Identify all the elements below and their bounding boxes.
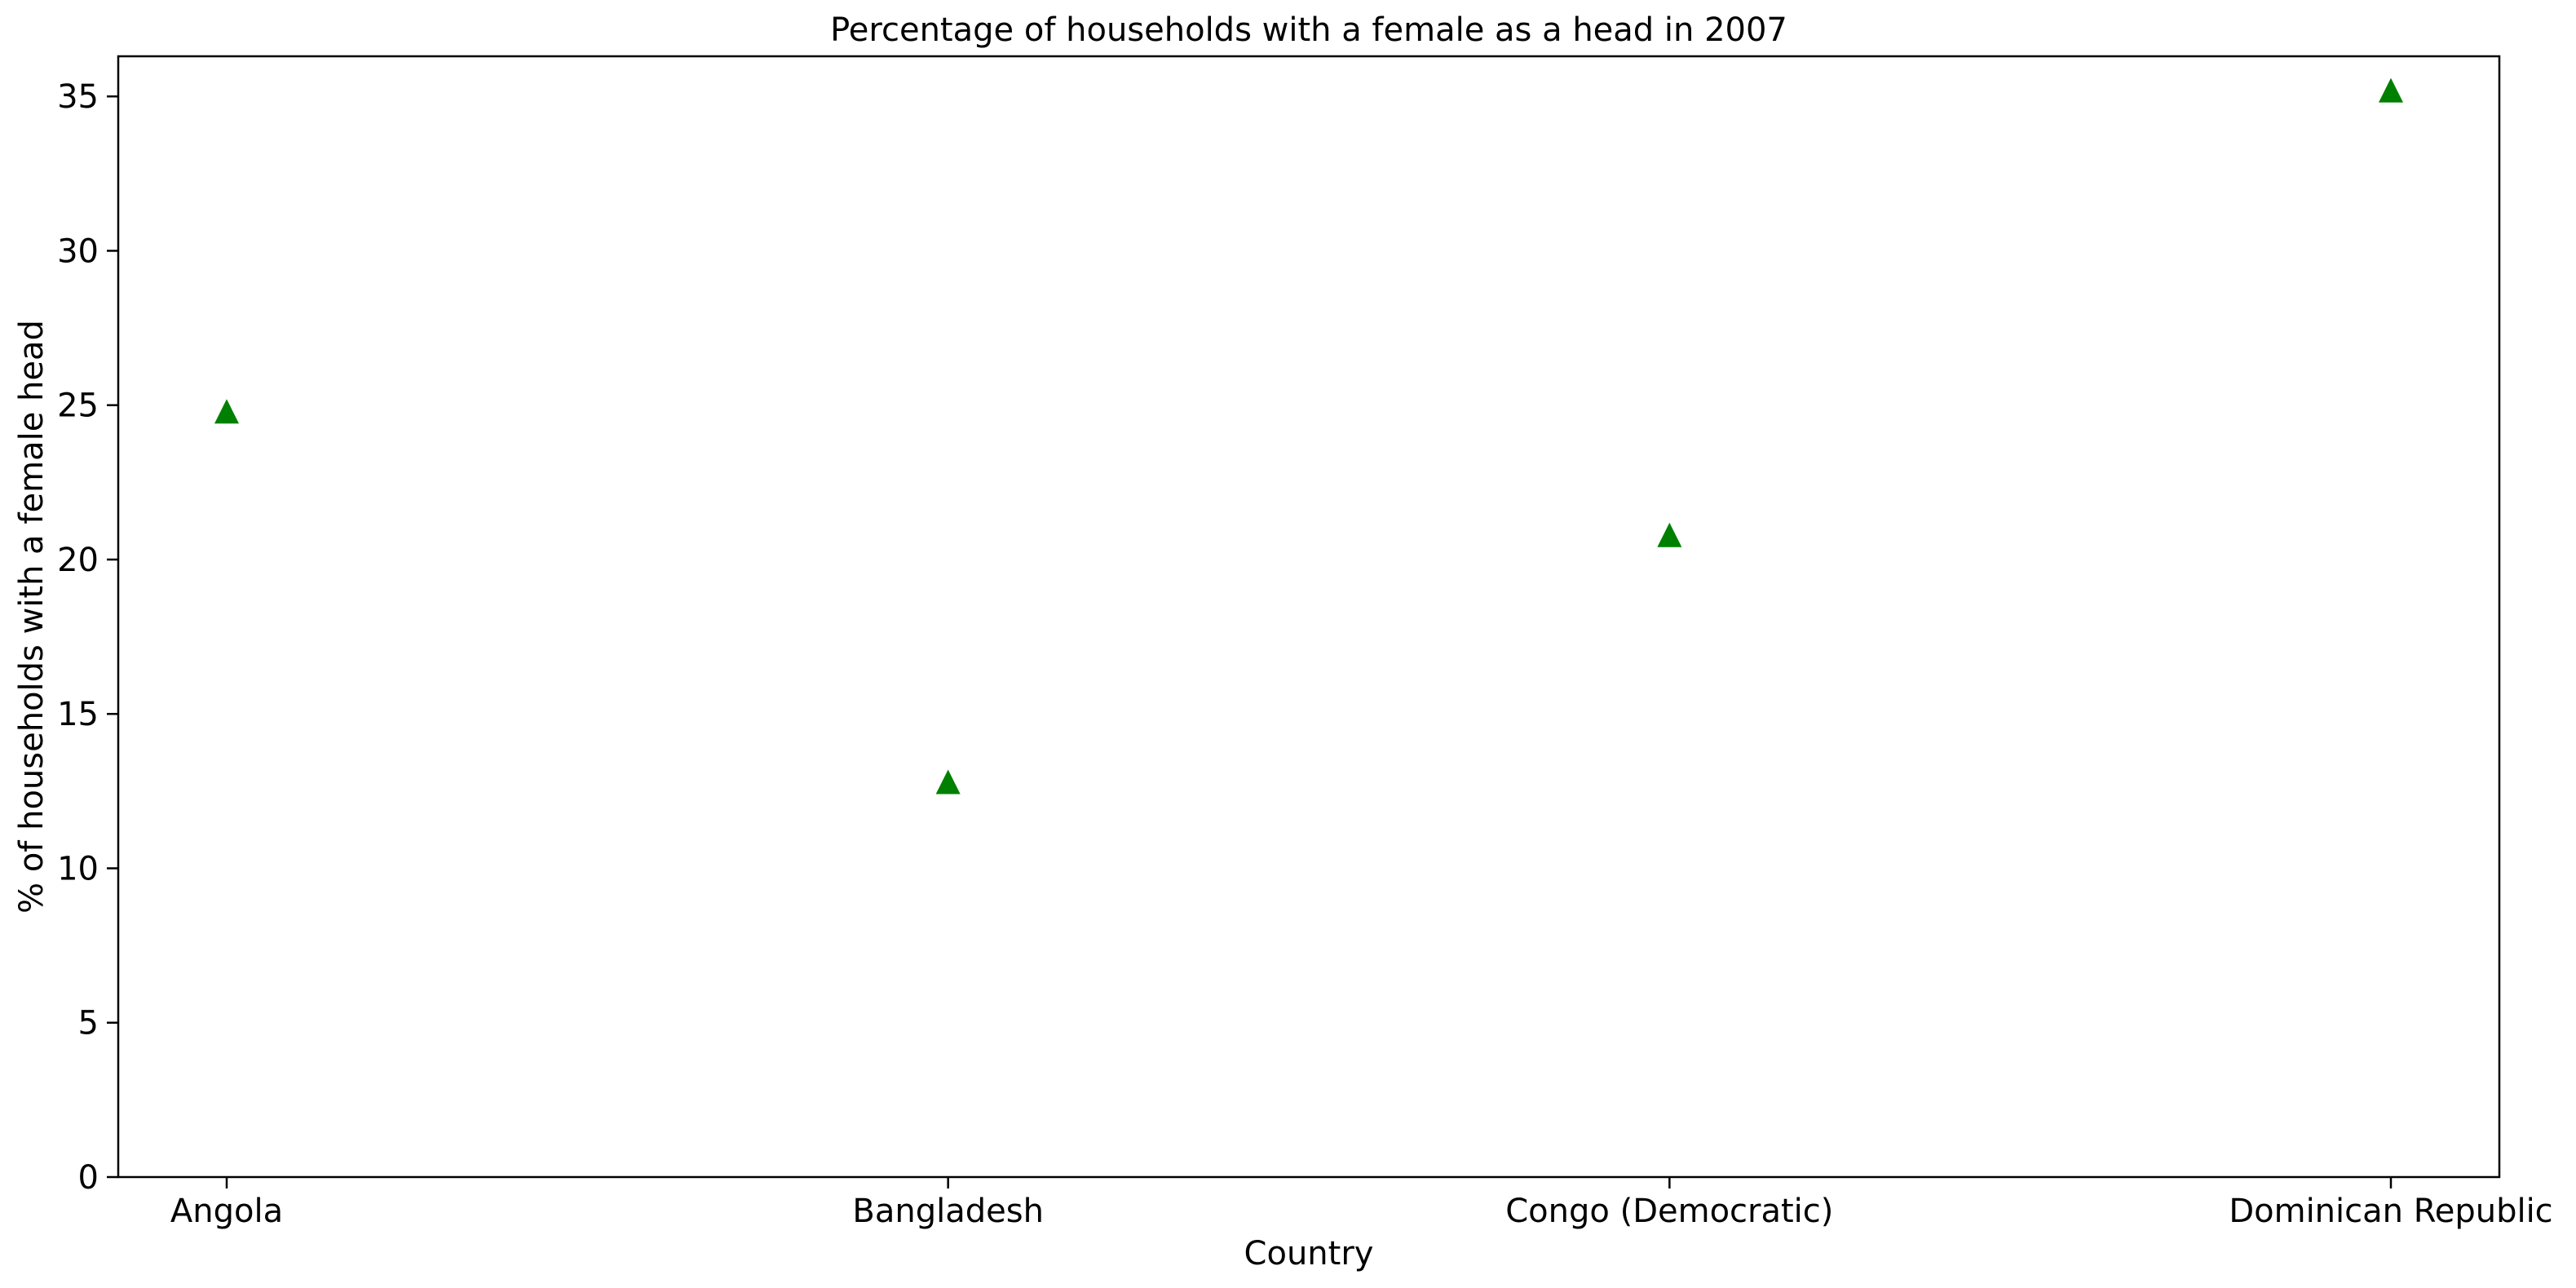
x-axis: Angola Bangladesh Congo (Democratic) Domini… [170,1177,2553,1230]
plot-area [117,55,2501,1179]
y-tick-label: 30 [57,232,99,270]
data-point [2379,77,2403,103]
y-tick-label: 25 [57,387,99,425]
x-tick-label: Angola [170,1193,283,1230]
data-points [214,77,2403,794]
y-tick-label: 35 [57,78,99,116]
y-axis-label: % of households with a female head [13,320,51,914]
y-tick-label: 10 [57,850,99,887]
data-point [935,769,961,794]
y-tick-label: 5 [78,1005,99,1042]
x-tick-label: Dominican Republic [2229,1193,2552,1230]
chart-title: Percentage of households with a female a… [830,11,1787,49]
y-tick-label: 20 [57,542,99,579]
y-tick-label: 0 [78,1159,99,1197]
x-tick-label: Bangladesh [852,1193,1044,1230]
data-point [214,399,239,424]
data-point [1657,522,1682,547]
x-tick-label: Congo (Democratic) [1505,1193,1833,1230]
y-axis: 0 5 10 15 20 25 30 35 [57,78,118,1197]
x-axis-label: Country [1244,1235,1374,1273]
y-tick-label: 15 [57,696,99,733]
